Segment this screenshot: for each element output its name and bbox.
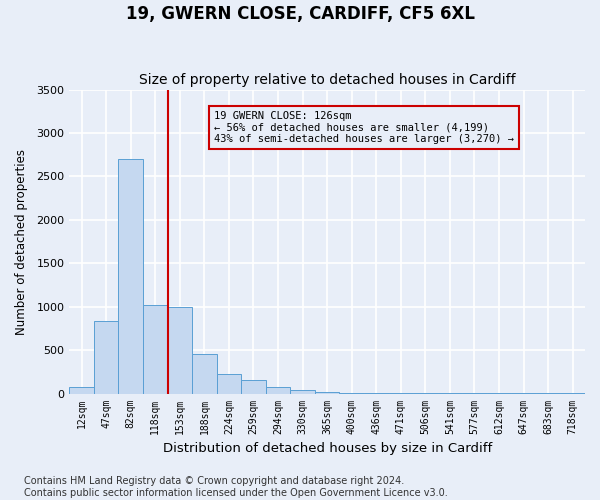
Y-axis label: Number of detached properties: Number of detached properties xyxy=(15,148,28,334)
Title: Size of property relative to detached houses in Cardiff: Size of property relative to detached ho… xyxy=(139,73,515,87)
Bar xyxy=(94,322,118,394)
Bar xyxy=(266,386,290,394)
Bar xyxy=(167,306,192,394)
Bar xyxy=(143,305,167,394)
Bar xyxy=(70,388,94,394)
Bar xyxy=(118,159,143,394)
Bar xyxy=(315,392,340,394)
X-axis label: Distribution of detached houses by size in Cardiff: Distribution of detached houses by size … xyxy=(163,442,492,455)
Bar xyxy=(192,354,217,394)
Text: 19, GWERN CLOSE, CARDIFF, CF5 6XL: 19, GWERN CLOSE, CARDIFF, CF5 6XL xyxy=(125,5,475,23)
Bar xyxy=(290,390,315,394)
Bar xyxy=(217,374,241,394)
Text: Contains HM Land Registry data © Crown copyright and database right 2024.
Contai: Contains HM Land Registry data © Crown c… xyxy=(24,476,448,498)
Bar xyxy=(340,392,364,394)
Text: 19 GWERN CLOSE: 126sqm
← 56% of detached houses are smaller (4,199)
43% of semi-: 19 GWERN CLOSE: 126sqm ← 56% of detached… xyxy=(214,111,514,144)
Bar xyxy=(241,380,266,394)
Bar xyxy=(364,393,389,394)
